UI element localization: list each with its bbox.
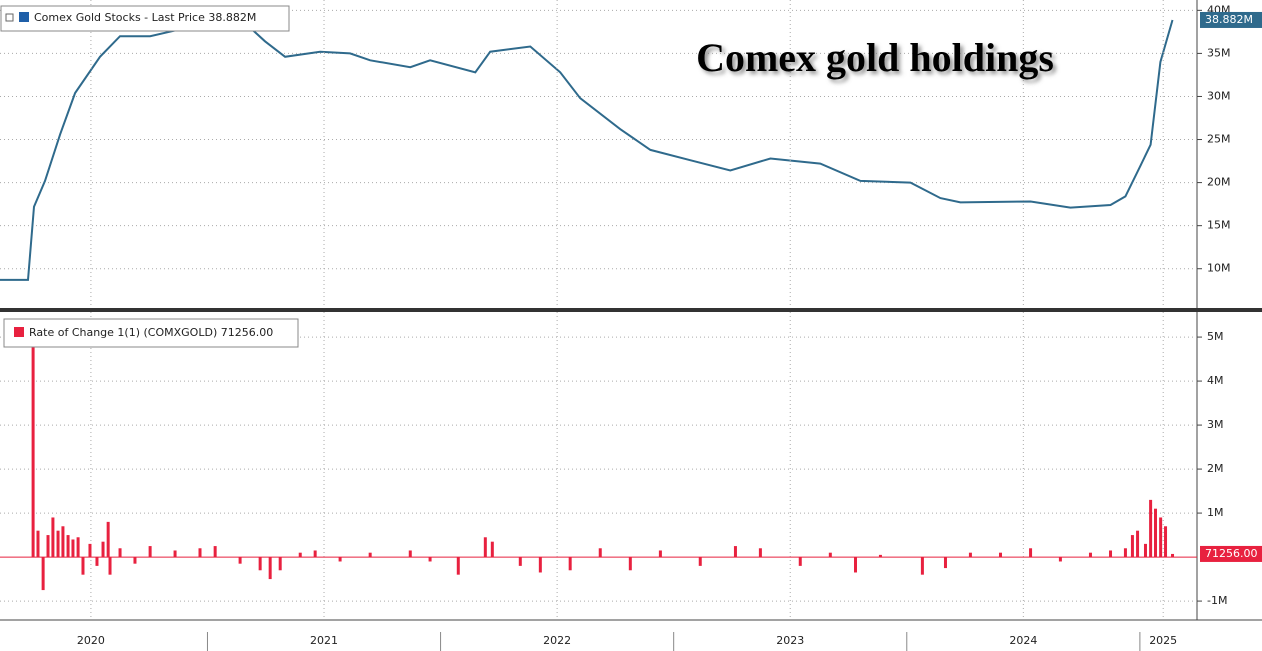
bar bbox=[46, 535, 50, 558]
bar bbox=[1154, 508, 1158, 558]
bar bbox=[943, 557, 947, 569]
line bbox=[0, 19, 1174, 281]
bar bbox=[173, 550, 177, 558]
x-tick-label: 2022 bbox=[543, 634, 571, 647]
bar bbox=[41, 557, 45, 591]
bar bbox=[258, 557, 262, 571]
bar bbox=[658, 550, 662, 558]
y-tick-label: 2M bbox=[1207, 462, 1224, 475]
bar bbox=[1164, 526, 1168, 558]
bar bbox=[81, 557, 85, 575]
bar bbox=[538, 557, 542, 573]
bar bbox=[1159, 517, 1163, 558]
bar bbox=[76, 537, 80, 558]
bar bbox=[598, 548, 602, 558]
last-value-tag bbox=[1200, 545, 1262, 562]
bar bbox=[313, 550, 317, 558]
y-tick-label: 1M bbox=[1207, 506, 1224, 519]
legend-swatch bbox=[14, 327, 24, 337]
bar bbox=[108, 557, 112, 575]
last-value-tag bbox=[1200, 11, 1262, 28]
bar bbox=[1123, 548, 1127, 558]
x-tick-label: 2021 bbox=[310, 634, 338, 647]
legend-box bbox=[3, 318, 299, 348]
bar bbox=[968, 552, 972, 558]
y-tick-label: 25M bbox=[1207, 133, 1231, 146]
bar bbox=[118, 548, 122, 558]
bar bbox=[1029, 548, 1033, 558]
bar bbox=[71, 539, 75, 558]
last-value-label: 38.882M bbox=[1205, 13, 1253, 26]
bar bbox=[1136, 530, 1140, 558]
bar bbox=[133, 557, 137, 564]
y-tick-label: 30M bbox=[1207, 89, 1231, 102]
bar bbox=[733, 546, 737, 558]
bar bbox=[298, 552, 302, 558]
x-tick-label: 2023 bbox=[776, 634, 804, 647]
y-tick-label: 35M bbox=[1207, 46, 1231, 59]
bar bbox=[338, 557, 342, 562]
bar bbox=[31, 334, 35, 558]
bar bbox=[238, 557, 242, 564]
bar bbox=[998, 552, 1002, 558]
bar bbox=[148, 546, 152, 558]
bar bbox=[408, 550, 412, 558]
legend-box bbox=[0, 5, 290, 32]
y-tick-label: 15M bbox=[1207, 219, 1231, 232]
bar bbox=[278, 557, 282, 571]
bar bbox=[101, 541, 105, 558]
bar bbox=[95, 557, 99, 566]
bar bbox=[36, 530, 40, 558]
bar bbox=[1171, 553, 1175, 558]
y-tick-label: 4M bbox=[1207, 374, 1224, 387]
bar bbox=[920, 557, 924, 575]
legend-label: Rate of Change 1(1) (COMXGOLD) 71256.00 bbox=[29, 326, 273, 339]
legend-label: Comex Gold Stocks - Last Price 38.882M bbox=[34, 11, 256, 24]
bar bbox=[268, 557, 272, 580]
bar bbox=[1130, 535, 1134, 558]
bar bbox=[456, 557, 460, 575]
legend-toggle[interactable] bbox=[5, 13, 14, 22]
bar bbox=[106, 521, 110, 558]
y-tick-label: 3M bbox=[1207, 418, 1224, 431]
chart-title: Comex gold holdings bbox=[696, 35, 1054, 80]
bar bbox=[1143, 543, 1147, 558]
panel-separator bbox=[0, 308, 1262, 312]
bar bbox=[213, 546, 217, 558]
bar bbox=[66, 535, 70, 558]
bar bbox=[51, 517, 55, 558]
x-tick-label: 2020 bbox=[77, 634, 105, 647]
bar bbox=[828, 552, 832, 558]
y-tick-label: 10M bbox=[1207, 262, 1231, 275]
bar bbox=[1109, 550, 1113, 558]
y-tick-label: 20M bbox=[1207, 176, 1231, 189]
bar bbox=[428, 557, 432, 562]
bar bbox=[698, 557, 702, 566]
bar bbox=[853, 557, 857, 573]
bar bbox=[490, 541, 494, 558]
bar bbox=[878, 554, 882, 558]
bar bbox=[568, 557, 572, 571]
bar bbox=[758, 548, 762, 558]
bar bbox=[61, 526, 65, 558]
bar bbox=[1088, 552, 1092, 558]
last-value-label: 71256.00 bbox=[1205, 547, 1258, 560]
bar bbox=[1149, 499, 1153, 558]
x-tick-label: 2025 bbox=[1149, 634, 1177, 647]
bar bbox=[798, 557, 802, 566]
legend-swatch bbox=[19, 12, 29, 22]
bar bbox=[518, 557, 522, 566]
bar bbox=[368, 552, 372, 558]
y-tick-label: 5M bbox=[1207, 330, 1224, 343]
bar bbox=[88, 543, 92, 558]
y-tick-label: -1M bbox=[1207, 594, 1227, 607]
bar bbox=[628, 557, 632, 571]
x-tick-label: 2024 bbox=[1009, 634, 1037, 647]
bar bbox=[198, 548, 202, 558]
bar bbox=[483, 537, 487, 558]
bar bbox=[56, 530, 60, 558]
bar bbox=[1058, 557, 1062, 562]
